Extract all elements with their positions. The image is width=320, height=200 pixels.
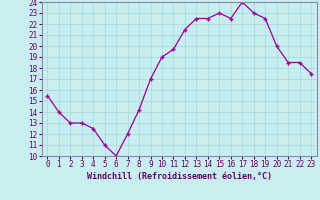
X-axis label: Windchill (Refroidissement éolien,°C): Windchill (Refroidissement éolien,°C) — [87, 172, 272, 181]
